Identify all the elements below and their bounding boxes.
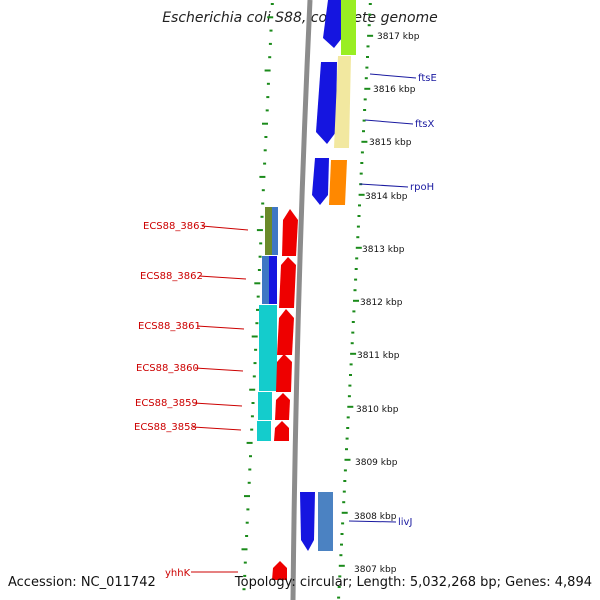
kbp-label: 3813 kbp — [362, 245, 405, 255]
leader-line — [193, 402, 243, 407]
gene-feature[interactable] — [318, 492, 333, 551]
kbp-label: 3817 kbp — [377, 32, 420, 42]
left-tick-track — [241, 3, 274, 591]
genome-backbone — [290, 0, 313, 600]
gene-label[interactable]: yhhK — [165, 568, 191, 579]
gene-label[interactable]: ECS88_3858 — [134, 422, 197, 433]
gene-feature[interactable] — [300, 492, 315, 551]
kbp-label: 3808 kbp — [354, 512, 397, 522]
gene-label[interactable]: livJ — [398, 517, 412, 528]
gene-label[interactable]: ECS88_3860 — [136, 363, 199, 374]
gene-feature[interactable] — [279, 257, 296, 308]
gene-feature[interactable] — [316, 62, 337, 144]
kbp-label: 3807 kbp — [354, 565, 397, 575]
right-tick-track — [337, 3, 374, 599]
leader-line — [364, 119, 414, 125]
leader-line — [198, 275, 247, 280]
gene-feature[interactable] — [258, 392, 272, 420]
gene-label[interactable]: ECS88_3859 — [135, 398, 198, 409]
kbp-label: 3816 kbp — [373, 85, 416, 95]
kbp-label: 3809 kbp — [355, 458, 398, 468]
leader-line — [196, 325, 245, 330]
gene-feature[interactable] — [265, 207, 274, 255]
gene-feature[interactable] — [274, 421, 289, 441]
leader-line — [359, 183, 409, 188]
gene-feature[interactable] — [276, 354, 292, 392]
gene-label[interactable]: ECS88_3861 — [138, 321, 201, 332]
gene-feature[interactable] — [257, 421, 271, 441]
leader-line — [201, 225, 249, 231]
gene-feature[interactable] — [275, 393, 290, 420]
gene-feature[interactable] — [269, 256, 277, 304]
leader-line — [192, 426, 242, 431]
kbp-label: 3815 kbp — [369, 138, 412, 148]
accession-label: Accession: NC_011742 — [8, 575, 156, 590]
gene-feature[interactable] — [259, 305, 277, 391]
gene-feature[interactable] — [334, 56, 351, 148]
gene-label[interactable]: rpoH — [410, 182, 434, 193]
kbp-label: 3811 kbp — [357, 351, 400, 361]
kbp-label: 3814 kbp — [365, 192, 408, 202]
gene-label[interactable]: ftsX — [415, 119, 434, 130]
gene-feature[interactable] — [329, 160, 347, 205]
gene-label[interactable]: ECS88_3863 — [143, 221, 206, 232]
topology-label: Topology: circular; Length: 5,032,268 bp… — [234, 575, 592, 590]
kbp-label: 3810 kbp — [356, 405, 399, 415]
leader-line — [348, 520, 397, 523]
gene-feature[interactable] — [312, 158, 329, 205]
gene-feature[interactable] — [277, 309, 294, 355]
gene-feature[interactable] — [262, 256, 272, 304]
leader-line — [369, 73, 417, 79]
gene-feature[interactable] — [272, 561, 287, 580]
gene-label[interactable]: ftsE — [418, 73, 437, 84]
gene-feature[interactable] — [341, 0, 356, 55]
gene-feature[interactable] — [282, 209, 298, 256]
gene-feature[interactable] — [272, 207, 278, 255]
leader-line — [194, 367, 244, 372]
gene-feature[interactable] — [323, 0, 342, 48]
kbp-label: 3812 kbp — [360, 298, 403, 308]
gene-label[interactable]: ECS88_3862 — [140, 271, 203, 282]
